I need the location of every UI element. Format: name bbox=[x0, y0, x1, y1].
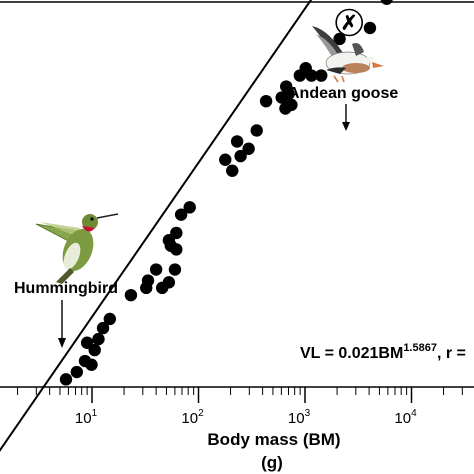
goose-arrow bbox=[342, 104, 350, 131]
data-point bbox=[234, 149, 247, 163]
regression-line bbox=[0, 0, 313, 452]
data-point bbox=[219, 153, 232, 166]
x-axis-label: Body mass (BM) bbox=[207, 430, 340, 449]
hummingbird-arrow bbox=[58, 300, 66, 348]
data-point bbox=[363, 21, 377, 35]
data-point bbox=[92, 332, 105, 346]
data-point bbox=[250, 124, 263, 137]
x-ticks bbox=[17, 387, 463, 403]
equation-base: VL = 0.021BM bbox=[300, 345, 403, 362]
data-point bbox=[149, 263, 163, 276]
andean-goose-icon bbox=[312, 26, 384, 83]
data-point bbox=[305, 69, 318, 82]
data-point bbox=[124, 288, 138, 302]
data-point bbox=[59, 373, 73, 386]
x-axis-unit: (g) bbox=[261, 453, 283, 472]
data-point bbox=[226, 164, 239, 177]
x-tick-label: 104 bbox=[394, 408, 417, 427]
data-point bbox=[183, 201, 196, 214]
data-point bbox=[174, 208, 188, 221]
equation-exponent: 1.5867 bbox=[403, 342, 437, 354]
data-point bbox=[333, 32, 346, 46]
data-point bbox=[80, 336, 94, 349]
data-point bbox=[103, 312, 117, 326]
data-point bbox=[96, 321, 110, 335]
data-point bbox=[162, 276, 176, 289]
x-tick-label: 103 bbox=[288, 408, 311, 427]
data-point bbox=[242, 142, 255, 155]
data-point bbox=[282, 87, 295, 101]
highlight-circle bbox=[335, 8, 363, 37]
andean-goose-marker: ✗ bbox=[335, 8, 363, 37]
data-point bbox=[315, 69, 328, 82]
equation-tail: , r = bbox=[437, 345, 466, 362]
data-point bbox=[170, 226, 183, 240]
highlight-x-glyph: ✗ bbox=[341, 12, 358, 34]
data-point bbox=[380, 0, 393, 5]
x-tick-label: 102 bbox=[181, 408, 204, 427]
data-point bbox=[170, 243, 183, 256]
data-point bbox=[230, 135, 244, 148]
data-point bbox=[70, 365, 84, 379]
data-point bbox=[259, 94, 273, 108]
hummingbird-icon bbox=[35, 213, 119, 284]
data-point bbox=[285, 98, 298, 112]
data-point bbox=[85, 358, 98, 371]
data-points bbox=[59, 0, 393, 386]
andean-goose-label: Andean goose bbox=[288, 85, 398, 102]
regression-equation: VL = 0.021BM1.5867, r = bbox=[300, 342, 466, 362]
x-tick-label: 101 bbox=[75, 408, 98, 427]
hummingbird-label: Hummingbird bbox=[14, 280, 118, 297]
x-tick-labels: 101 102 103 104 bbox=[75, 408, 417, 427]
data-point bbox=[141, 274, 155, 287]
data-point bbox=[168, 263, 182, 276]
